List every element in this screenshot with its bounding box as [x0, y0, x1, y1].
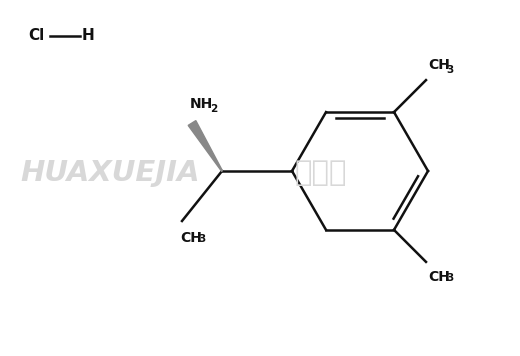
Text: Cl: Cl — [28, 28, 44, 43]
Text: 2: 2 — [210, 104, 217, 114]
Text: HUAXUEJIA: HUAXUEJIA — [20, 159, 200, 187]
Text: 3: 3 — [198, 234, 205, 244]
Text: NH: NH — [190, 97, 213, 111]
Text: CH: CH — [180, 231, 202, 245]
Polygon shape — [188, 121, 223, 171]
Text: 3: 3 — [446, 65, 453, 75]
Text: CH: CH — [428, 58, 450, 72]
Text: 3: 3 — [446, 273, 453, 283]
Text: CH: CH — [428, 270, 450, 284]
Text: 化学加: 化学加 — [295, 159, 347, 187]
Text: H: H — [82, 28, 95, 43]
